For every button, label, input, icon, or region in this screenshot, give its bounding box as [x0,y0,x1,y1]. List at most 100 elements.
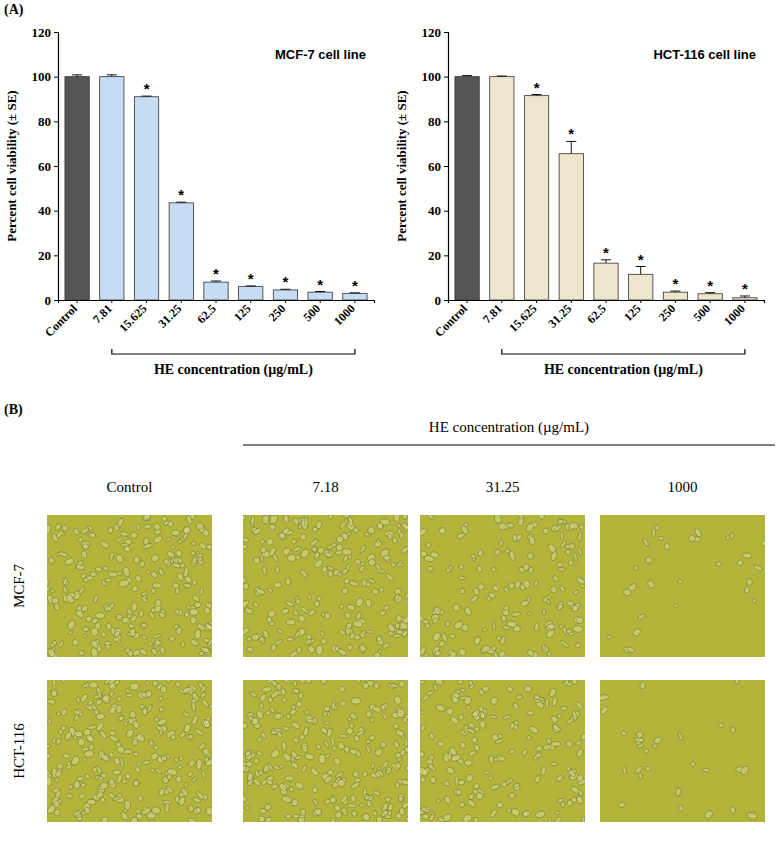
cell [553,524,562,533]
cell [99,730,107,740]
micrograph-background [47,680,212,822]
cell [350,781,361,790]
cell [101,694,110,703]
cell [159,646,165,655]
cell [117,696,122,702]
cell [252,778,261,787]
cell [623,589,631,596]
cell [307,593,312,600]
cell [393,594,404,605]
cell [575,576,585,585]
cell [98,781,109,790]
cell [246,772,254,781]
x-tick-mark [320,300,321,303]
cell [258,815,266,822]
cell [386,533,393,540]
cell [534,623,540,632]
cell [135,732,146,743]
cell [339,699,347,707]
cell [292,688,300,695]
cell [581,816,585,822]
y-tick-label: 120 [32,25,52,40]
cell [637,613,646,620]
cell [479,720,486,728]
plot-area [455,76,757,300]
cell [61,577,70,586]
cell [82,757,87,762]
cell [82,627,89,632]
y-tick: 0 [45,293,59,308]
cell [297,614,306,623]
cell [327,769,333,775]
cell [420,709,425,714]
cell [392,722,399,729]
error-bar-cap [72,74,82,75]
cell [746,579,753,586]
cell [459,741,467,749]
cell [114,553,124,564]
cell [508,749,515,755]
cell [356,680,361,684]
cell [80,527,90,535]
cell [73,810,82,817]
cell [60,680,66,684]
cell [565,717,574,724]
bar [490,77,514,300]
cell [129,628,136,637]
cell [300,809,306,816]
y-tick-mark [54,211,58,212]
cell [568,632,574,637]
y-tick-mark [444,166,448,167]
cell [127,717,134,725]
cell [736,559,743,567]
x-tick-label: 125 [621,302,644,325]
cell [404,765,408,772]
cell [100,631,107,638]
cell [320,612,325,617]
cell [402,515,408,521]
cell [157,718,168,727]
cell [66,619,76,631]
cell [575,795,585,805]
chart-panel: *******020406080100120Control7.8115.6253… [4,25,375,378]
significance-label: * [568,125,574,142]
cell [420,766,429,777]
chart-title: MCF-7 cell line [275,47,366,62]
cell [535,745,542,752]
cell [399,807,405,815]
cell [527,611,532,615]
cell [543,596,549,603]
cell [285,776,295,780]
cell [487,775,494,781]
significance-label: * [638,251,644,268]
cell [542,608,546,616]
x-tick: 250 [266,300,289,324]
cell [330,737,335,747]
cell [498,523,507,531]
cell [246,711,255,718]
cell [622,766,627,774]
cell [52,800,61,809]
cell [541,645,550,654]
cell [379,587,385,593]
cell [516,694,523,699]
x-tick-mark [710,300,711,303]
cell [51,596,60,604]
cell [271,680,278,687]
cell [267,762,274,772]
cell [569,523,578,529]
cell [349,723,355,729]
cell [258,693,267,703]
cell [566,600,575,607]
cell [291,688,300,694]
cell [126,693,133,697]
cell [160,685,168,693]
cell [198,681,205,689]
cell [47,777,52,786]
cell [330,818,336,822]
cell [557,713,563,719]
cell [510,807,521,817]
cell [82,747,90,751]
cell [104,641,111,645]
cell [299,533,307,541]
